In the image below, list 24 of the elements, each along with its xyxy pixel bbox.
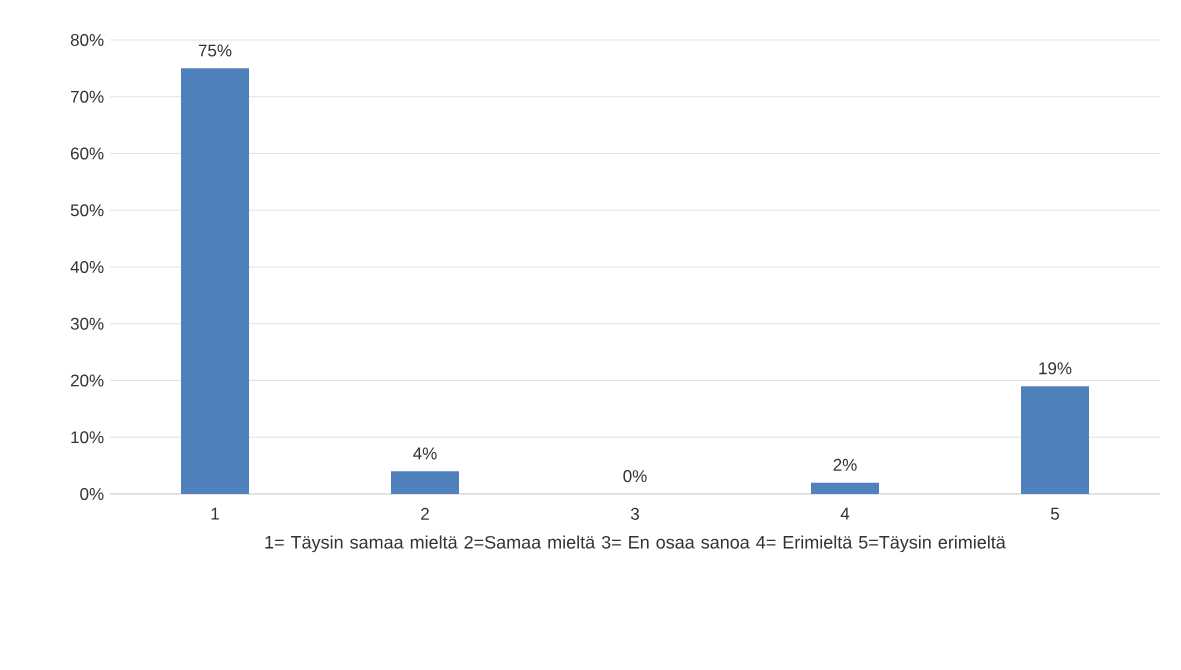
- x-tick-label: 5: [1050, 507, 1060, 520]
- data-label: 4%: [413, 447, 437, 460]
- bar: [811, 482, 879, 494]
- x-tick-label: 2: [421, 507, 429, 520]
- x-tick-label: 4: [840, 507, 850, 520]
- bar: [391, 471, 460, 494]
- y-tick-label: 30%: [70, 317, 104, 330]
- x-tick-label: 3: [630, 507, 639, 520]
- x-tick-label: 1: [211, 507, 219, 520]
- y-tick-label: 40%: [70, 260, 104, 274]
- y-tick-label: 70%: [70, 90, 104, 103]
- data-label: 75%: [198, 44, 232, 57]
- y-tick-label: 20%: [70, 374, 104, 387]
- y-tick-label: 80%: [70, 33, 104, 47]
- data-label: 2%: [833, 458, 857, 471]
- x-axis-title: 1= Täysin samaa mieltä 2=Samaa mieltä 3= En osaa sanoa 4= Erimieltä 5=Täysin erimieltä: [265, 535, 1006, 553]
- y-tick-label: 10%: [71, 431, 104, 444]
- data-label: 19%: [1039, 362, 1072, 375]
- data-label: 0%: [623, 470, 647, 483]
- bar: [1021, 386, 1089, 494]
- y-tick-label: 60%: [70, 147, 104, 160]
- y-tick-label: 0%: [80, 487, 104, 501]
- bar: [181, 68, 250, 494]
- y-tick-label: 50%: [70, 204, 104, 217]
